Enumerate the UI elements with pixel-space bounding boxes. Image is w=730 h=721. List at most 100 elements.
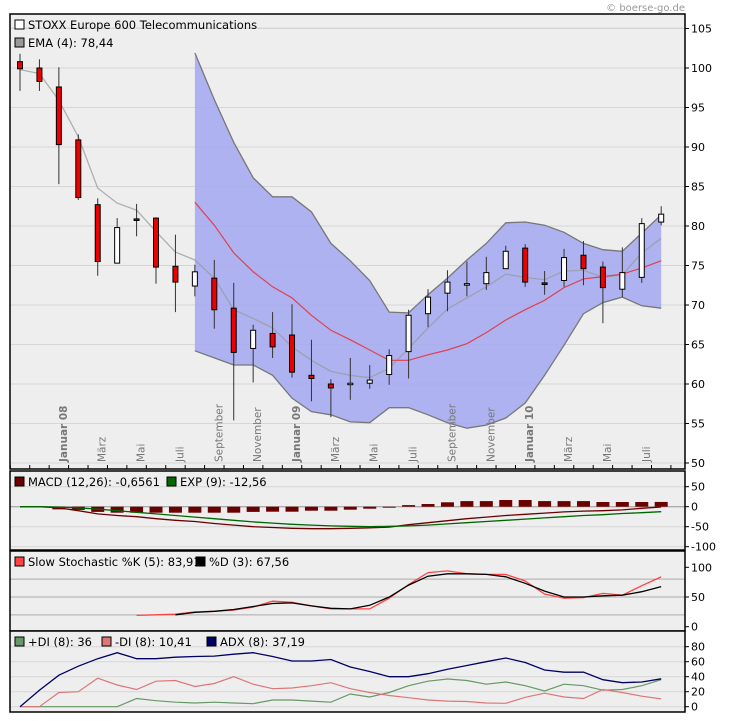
candle-body [347,382,354,386]
candle [308,339,315,402]
stochastic-d-line [175,573,662,616]
candle-body [619,272,626,290]
macd-histogram-bar [654,501,668,507]
candle [191,264,198,297]
x-axis-label: Januar 08 [58,406,70,463]
y-tick-label: 60 [691,656,705,669]
candle [347,357,354,400]
macd-histogram-bar [207,506,221,513]
macd-histogram-bar [557,501,571,507]
candle [172,234,179,313]
plus-di-line [20,678,662,708]
candle-body [425,296,432,315]
candle-body [483,272,490,285]
y-tick-label: 90 [691,141,705,154]
legend-swatch [101,636,112,647]
candle-body [541,282,548,285]
y-tick-label: 65 [691,339,705,352]
candle [153,217,160,284]
candle [289,304,296,378]
plot-background [10,551,685,631]
candle-body [94,204,101,263]
y-tick-label: 0 [691,701,698,714]
x-axis-label: November [485,407,497,462]
candle-body [17,61,23,70]
legend-swatch [14,636,25,647]
adx-line [19,652,662,708]
macd-histogram-bar [596,502,610,507]
candle-body [599,266,606,289]
x-axis-label: Juli [408,446,420,463]
macd-histogram-bar [246,506,260,512]
candle-body [580,254,587,270]
panel-border [9,630,686,713]
candle-body [638,223,645,278]
x-axis-label: März [563,436,575,462]
candle [405,309,412,379]
candle [94,198,101,276]
macd-line [20,506,662,530]
candle [425,289,432,328]
candle-body [308,374,315,379]
watermark: © boerse-go.de [606,3,685,14]
candle-body [366,379,373,384]
minus-di-line [20,676,662,708]
candle [230,282,237,421]
candle-body [289,334,296,373]
candle [658,206,665,226]
lower-band-line [194,296,662,429]
macd-histogram-bar [324,506,338,511]
macd-histogram-bar [538,501,552,507]
macd-histogram-bar [440,502,454,507]
x-axis-label: Juli [174,446,186,463]
legend-swatch [14,476,25,487]
y-tick-label: 80 [691,641,705,654]
legend-label: %D (3): 67,56 [209,555,289,569]
y-tick-label: 50 [691,591,705,604]
x-axis-label: März [330,436,342,462]
candle [522,244,529,287]
macd-histogram-bar [304,506,318,511]
y-tick-label: 100 [691,561,712,574]
legend-label: STOXX Europe 600 Telecommunications [28,18,257,32]
x-axis-label: Juli [641,446,653,463]
y-tick-label: 50 [691,481,705,494]
macd-histogram-bar [266,506,280,512]
y-tick-label: 55 [691,418,705,431]
candle-body [327,383,334,389]
candle [638,218,645,283]
candle [36,59,43,91]
y-tick-label: 100 [691,62,712,75]
legend-swatch [14,19,25,30]
macd-histogram-bar [188,506,202,513]
macd-histogram-bar [615,502,629,507]
candle [619,247,626,298]
candle-body [114,227,121,264]
y-tick-label: 80 [691,220,705,233]
candle [366,365,373,389]
candle-body [463,283,470,286]
dmi-panel: 0 20 40 60 80 +DI (8): 36 -DI (8): 10,41 ADX (8… [9,630,705,714]
legend-label: Slow Stochastic %K (5): 83,91 [28,555,201,569]
macd-histogram-bar [421,504,435,507]
macd-histogram-bar [382,506,396,508]
legend-label: EMA (4): 78,44 [28,36,113,50]
macd-histogram-bar [343,506,357,510]
macd-histogram-bar [518,500,532,507]
macd-histogram-bar [479,501,493,507]
candle-body [269,332,276,348]
y-tick-label: 50 [691,457,705,470]
legend-label: EXP (9): -12,56 [180,475,267,489]
candle-body [658,213,665,223]
candle-body [502,250,509,270]
x-axis-label: März [97,436,109,462]
candle [133,203,140,237]
macd-histogram-bar [460,501,474,507]
y-tick-label: 70 [691,299,705,312]
candle-body [55,86,62,146]
y-tick-label: 0 [691,501,698,514]
x-axis-label: Januar 10 [524,406,536,463]
candle [55,67,62,185]
ema-line [19,68,662,379]
